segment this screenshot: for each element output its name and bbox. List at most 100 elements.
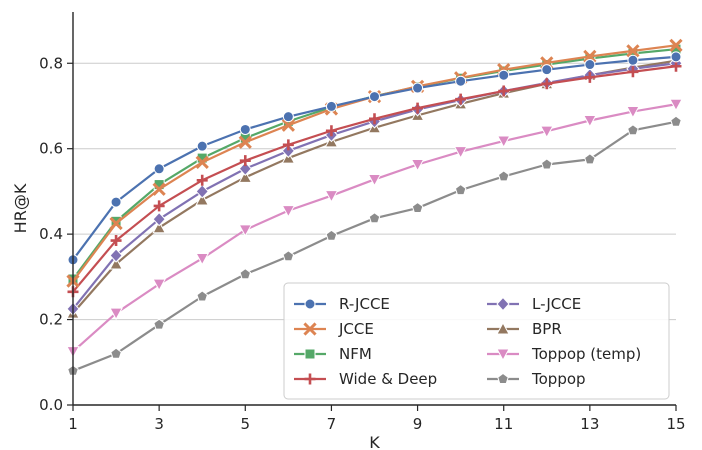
data-point-toppop <box>282 250 295 262</box>
axes <box>67 12 677 411</box>
data-point-toppop-temp <box>109 307 123 321</box>
data-point-toppop <box>239 268 252 280</box>
y-tick-label: 0.0 <box>39 396 63 414</box>
data-point-toppop-temp <box>496 135 511 149</box>
data-point-toppop-temp <box>410 159 425 172</box>
data-point-toppop <box>368 212 381 224</box>
legend-label-wide-deep: Wide & Deep <box>339 370 437 388</box>
data-point-wide-deep <box>498 85 510 97</box>
y-tick-label: 0.4 <box>39 225 63 243</box>
data-point-r-jcce <box>110 196 122 208</box>
legend-marker-nfm <box>304 348 316 360</box>
data-point-r-jcce <box>498 69 510 81</box>
x-tick-label: 13 <box>580 415 599 433</box>
data-point-wide-deep <box>670 60 682 72</box>
data-point-toppop-temp <box>539 125 554 139</box>
data-point-toppop <box>153 318 165 330</box>
data-point-l-jcce <box>152 211 166 227</box>
legend-label-toppop-temp: Toppop (temp) <box>531 345 641 363</box>
data-point-wide-deep <box>627 66 639 78</box>
data-point-bpr <box>152 220 166 234</box>
data-point-toppop <box>670 115 682 127</box>
legend-marker-r-jcce <box>304 298 316 310</box>
legend-marker-toppop <box>497 372 509 384</box>
data-point-l-jcce <box>109 248 123 263</box>
legend-label-bpr: BPR <box>532 320 562 338</box>
data-point-toppop <box>325 229 338 241</box>
data-point-r-jcce <box>541 64 553 76</box>
data-point-wide-deep <box>584 71 596 83</box>
data-point-r-jcce <box>369 91 380 103</box>
data-point-r-jcce <box>239 123 251 135</box>
data-point-toppop-temp <box>152 278 166 292</box>
data-point-toppop <box>497 170 510 182</box>
legend-label-jcce: JCCE <box>338 320 374 338</box>
data-point-r-jcce <box>455 75 467 87</box>
y-tick-label: 0.2 <box>39 311 63 329</box>
legend-item-toppop-temp: Toppop (temp) <box>487 345 641 363</box>
x-tick-label: 1 <box>68 415 78 433</box>
data-point-toppop <box>584 153 596 165</box>
data-point-l-jcce <box>238 161 252 177</box>
data-point-r-jcce <box>627 54 639 66</box>
data-point-r-jcce <box>282 111 294 123</box>
tick-labels: 0.00.20.40.60.81 3 5 7 9 11 13 15 <box>39 54 685 433</box>
data-point-bpr <box>195 192 210 206</box>
data-point-toppop-temp <box>669 98 683 112</box>
series-r-jcce <box>67 51 682 266</box>
legend-box <box>283 282 670 400</box>
data-point-wide-deep <box>196 174 208 186</box>
legend-item-jcce: JCCE <box>294 320 374 338</box>
data-point-toppop <box>454 184 467 196</box>
legend-item-bpr: BPR <box>487 320 562 338</box>
legend: R-JCCE JCCE NFM Wide & Deep L-JCCE BPR Toppop … <box>283 282 670 400</box>
data-point-r-jcce <box>584 59 596 71</box>
data-point-r-jcce <box>153 163 165 175</box>
data-point-r-jcce <box>196 140 208 152</box>
data-point-nfm <box>110 215 122 227</box>
data-point-jcce <box>281 118 295 132</box>
legend-item-toppop: Toppop <box>487 370 586 388</box>
y-tick-label: 0.6 <box>39 140 63 158</box>
series-toppop-temp <box>66 98 683 359</box>
legend-label-nfm: NFM <box>339 345 372 363</box>
data-point-l-jcce <box>195 184 209 199</box>
data-point-jcce <box>152 182 166 196</box>
data-point-jcce <box>195 155 209 169</box>
data-point-r-jcce <box>325 100 337 112</box>
legend-item-nfm: NFM <box>294 345 372 363</box>
data-point-toppop-temp <box>324 190 339 203</box>
data-point-wide-deep <box>239 155 251 167</box>
legend-label-r-jcce: R-JCCE <box>339 295 390 313</box>
x-tick-label: 3 <box>154 415 164 433</box>
data-point-toppop <box>540 158 553 170</box>
legend-marker-jcce <box>303 322 317 336</box>
data-point-jcce <box>626 44 640 58</box>
legend-marker-wide-deep <box>304 373 316 385</box>
plot-series <box>66 38 683 376</box>
legend-marker-toppop-temp <box>496 348 510 362</box>
legend-label-toppop: Toppop <box>531 370 586 388</box>
data-point-toppop-temp <box>583 115 597 128</box>
series-line-nfm <box>72 48 677 280</box>
x-tick-label: 7 <box>327 415 337 433</box>
legend-marker-l-jcce <box>496 296 510 312</box>
data-point-toppop <box>411 201 424 214</box>
data-point-toppop <box>627 124 639 136</box>
data-point-r-jcce <box>412 82 424 94</box>
legend-item-wide-deep: Wide & Deep <box>294 370 437 388</box>
data-point-wide-deep <box>369 113 380 125</box>
legend-marker-bpr <box>496 321 510 335</box>
data-point-toppop-temp <box>453 146 468 159</box>
data-point-wide-deep <box>325 125 337 137</box>
data-point-jcce <box>238 135 252 149</box>
legend-label-l-jcce: L-JCCE <box>532 295 581 313</box>
data-point-wide-deep <box>282 139 294 151</box>
data-point-l-jcce <box>281 143 296 159</box>
data-point-wide-deep <box>110 235 122 247</box>
data-point-jcce <box>109 216 123 231</box>
x-axis-title: K <box>369 433 380 450</box>
x-tick-label: 15 <box>666 415 685 433</box>
data-point-bpr <box>109 256 123 270</box>
